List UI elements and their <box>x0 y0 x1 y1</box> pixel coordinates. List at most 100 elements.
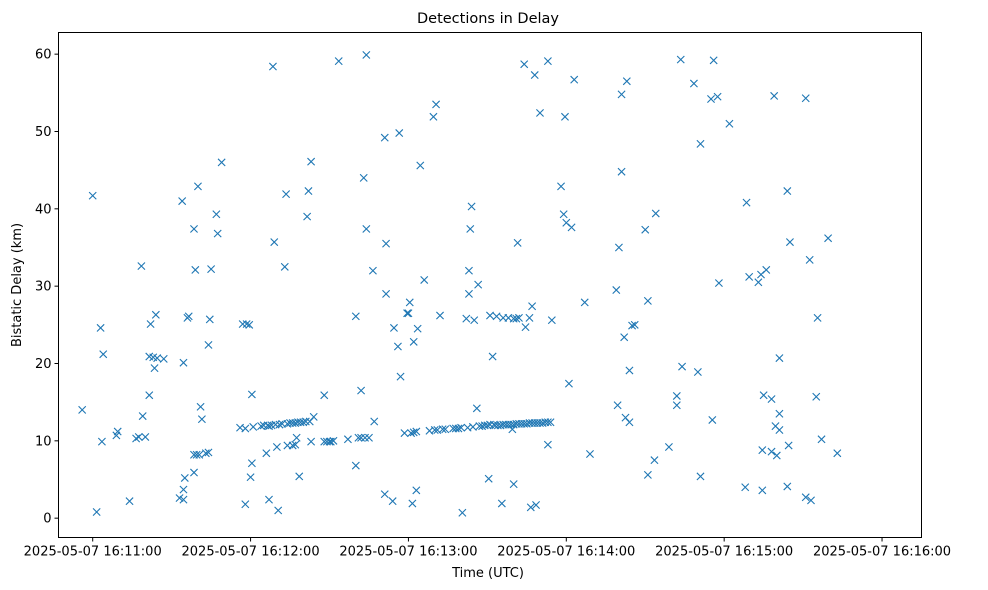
data-point-56 <box>249 422 258 431</box>
data-point-225 <box>622 77 631 86</box>
data-point-90 <box>307 157 316 166</box>
data-point-275 <box>812 392 821 401</box>
data-point-268 <box>783 482 792 491</box>
data-point-80 <box>292 433 301 442</box>
data-point-213 <box>564 379 573 388</box>
data-point-240 <box>689 79 698 88</box>
data-point-59 <box>262 449 271 458</box>
data-point-97 <box>329 436 338 445</box>
data-point-101 <box>351 461 360 470</box>
y-axis-label: Bistatic Delay (km) <box>10 223 25 347</box>
data-point-273 <box>805 255 814 264</box>
data-point-261 <box>770 91 779 100</box>
data-point-198 <box>532 501 541 510</box>
data-point-209 <box>557 182 566 191</box>
data-point-15 <box>145 391 154 400</box>
x-axis-label: Time (UTC) <box>451 566 524 581</box>
data-points <box>78 50 842 517</box>
data-point-249 <box>725 119 734 128</box>
data-point-232 <box>643 296 652 305</box>
data-point-149 <box>464 266 473 275</box>
data-point-167 <box>492 312 501 321</box>
data-point-150 <box>464 289 473 298</box>
data-point-71 <box>280 262 289 271</box>
data-point-218 <box>612 286 621 295</box>
data-point-223 <box>620 333 629 342</box>
data-point-140 <box>438 425 447 434</box>
y-tick-label-0: 0 <box>43 512 51 527</box>
data-point-252 <box>745 272 754 281</box>
data-point-33 <box>191 265 200 274</box>
data-point-92 <box>320 391 329 400</box>
data-point-91 <box>309 412 318 421</box>
data-point-1 <box>88 191 97 200</box>
data-point-195 <box>528 302 537 311</box>
data-point-107 <box>362 224 371 233</box>
data-point-32 <box>190 224 198 233</box>
y-tick-label-3: 30 <box>35 280 52 295</box>
data-point-67 <box>272 443 281 452</box>
data-point-231 <box>643 470 652 479</box>
y-tick-label-1: 10 <box>35 434 52 449</box>
data-point-10 <box>134 432 143 441</box>
data-point-23 <box>178 197 187 206</box>
data-point-226 <box>625 418 634 427</box>
data-point-65 <box>270 238 279 247</box>
data-point-106 <box>361 433 370 442</box>
data-point-0 <box>78 405 87 414</box>
data-point-5 <box>99 350 108 359</box>
data-point-125 <box>407 429 416 438</box>
data-point-115 <box>382 289 391 298</box>
data-point-238 <box>676 55 685 64</box>
data-point-210 <box>559 210 568 219</box>
data-point-26 <box>179 358 188 367</box>
data-point-139 <box>436 311 444 320</box>
data-point-66 <box>271 420 280 429</box>
data-point-55 <box>247 390 256 399</box>
data-point-229 <box>630 320 639 329</box>
data-point-144 <box>454 424 463 433</box>
data-point-72 <box>282 190 291 199</box>
data-point-69 <box>275 420 284 429</box>
data-point-151 <box>466 224 475 233</box>
data-point-128 <box>409 337 418 346</box>
data-point-206 <box>543 440 552 449</box>
data-point-160 <box>483 421 492 430</box>
data-point-141 <box>441 425 450 434</box>
data-point-25 <box>179 485 188 494</box>
data-point-230 <box>641 225 650 234</box>
data-point-163 <box>486 311 494 320</box>
data-point-274 <box>807 496 815 505</box>
data-point-227 <box>625 366 634 375</box>
data-point-103 <box>357 386 366 395</box>
data-point-40 <box>204 448 213 457</box>
data-point-161 <box>484 474 493 483</box>
data-point-192 <box>525 313 534 322</box>
data-point-124 <box>405 298 414 307</box>
data-point-214 <box>567 223 576 232</box>
data-point-82 <box>295 472 304 481</box>
data-point-271 <box>801 94 810 103</box>
data-point-257 <box>759 391 768 400</box>
x-tick-label-2: 2025-05-07 16:13:00 <box>339 545 477 560</box>
data-point-100 <box>351 312 360 321</box>
data-point-260 <box>767 447 776 456</box>
data-point-117 <box>389 323 398 332</box>
data-point-193 <box>526 503 535 512</box>
data-point-258 <box>762 265 771 274</box>
data-point-136 <box>430 426 439 434</box>
data-point-129 <box>412 427 421 436</box>
data-point-233 <box>650 456 659 465</box>
data-point-41 <box>204 340 213 349</box>
x-tick-label-0: 2025-05-07 16:11:00 <box>24 545 162 560</box>
data-point-123 <box>404 309 413 318</box>
data-point-228 <box>628 321 637 330</box>
data-point-270 <box>785 238 794 247</box>
data-point-215 <box>570 75 579 84</box>
data-point-76 <box>288 441 297 450</box>
data-point-220 <box>614 243 623 252</box>
data-point-4 <box>97 437 106 446</box>
data-point-269 <box>784 441 793 450</box>
data-point-276 <box>813 313 822 322</box>
